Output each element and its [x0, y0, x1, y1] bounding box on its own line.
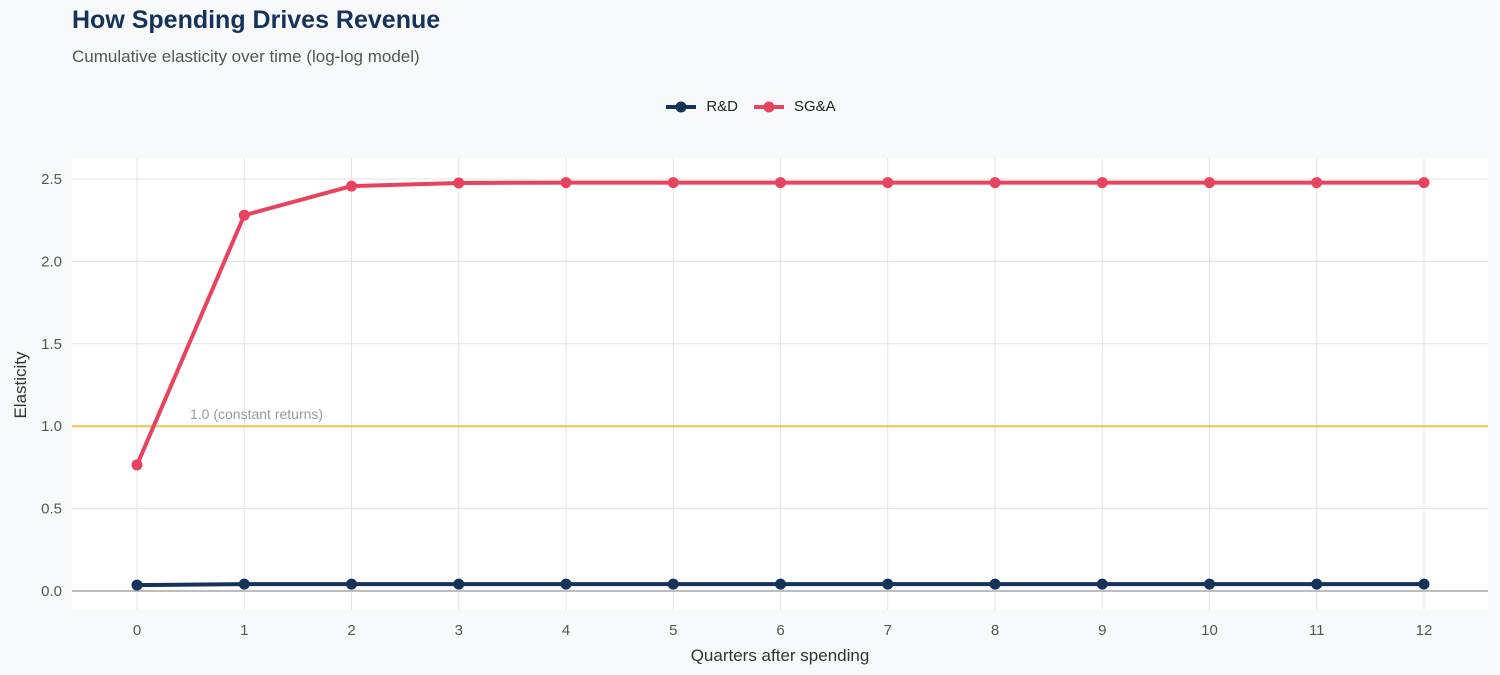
- data-point-rd: [882, 578, 894, 590]
- y-tick-label: 0.5: [41, 501, 62, 518]
- legend-label: R&D: [706, 98, 738, 115]
- data-point-rd: [346, 578, 357, 590]
- y-tick-label: 0.0: [41, 583, 62, 600]
- data-point-rd: [1311, 578, 1323, 590]
- x-tick-label: 0: [133, 622, 141, 639]
- legend: R&D SG&A: [0, 98, 1500, 115]
- data-point-sga: [989, 177, 1001, 189]
- reference-line-label: 1.0 (constant returns): [190, 406, 323, 422]
- data-point-rd: [775, 578, 786, 590]
- data-point-rd: [1096, 578, 1108, 590]
- y-tick-label: 2.5: [41, 171, 62, 188]
- x-tick-label: 7: [884, 622, 892, 639]
- legend-item-rd: R&D: [664, 98, 738, 115]
- x-tick-label: 8: [991, 622, 999, 639]
- x-tick-label: 10: [1201, 622, 1218, 639]
- data-point-rd: [1204, 578, 1215, 590]
- x-tick-label: 12: [1416, 622, 1433, 639]
- data-point-rd: [238, 578, 250, 590]
- data-point-rd: [667, 578, 679, 590]
- data-point-sga: [238, 209, 250, 221]
- data-point-sga: [882, 177, 894, 189]
- legend-key-icon: [753, 101, 784, 112]
- data-point-sga: [131, 459, 143, 471]
- data-point-sga: [1311, 177, 1323, 189]
- data-point-sga: [667, 177, 679, 189]
- data-point-rd: [1418, 578, 1430, 590]
- data-point-sga: [453, 177, 465, 189]
- data-point-rd: [131, 579, 143, 591]
- legend-key-icon: [666, 101, 697, 112]
- y-tick-label: 2.0: [41, 253, 62, 270]
- data-point-sga: [1096, 177, 1108, 189]
- data-point-sga: [560, 177, 572, 189]
- y-axis-title: Elasticity: [11, 351, 30, 419]
- x-tick-label: 4: [562, 622, 570, 639]
- y-tick-label: 1.0: [41, 418, 62, 435]
- x-tick-label: 11: [1309, 622, 1325, 639]
- x-tick-label: 1: [240, 622, 248, 639]
- x-tick-label: 3: [455, 622, 463, 639]
- data-point-sga: [775, 177, 786, 189]
- legend-item-sga: SG&A: [752, 98, 836, 115]
- x-axis-title: Quarters after spending: [691, 646, 870, 665]
- x-tick-label: 2: [347, 622, 355, 639]
- chart-title: How Spending Drives Revenue: [72, 6, 441, 34]
- data-point-sga: [1204, 177, 1215, 189]
- data-point-rd: [989, 578, 1001, 590]
- x-tick-label: 9: [1098, 622, 1106, 639]
- x-tick-label: 6: [776, 622, 784, 639]
- y-tick-label: 1.5: [41, 336, 62, 353]
- data-point-sga: [1418, 177, 1430, 189]
- chart-subtitle: Cumulative elasticity over time (log-log…: [72, 47, 420, 66]
- data-point-rd: [560, 578, 572, 590]
- data-point-rd: [453, 578, 465, 590]
- data-point-sga: [346, 180, 357, 192]
- legend-label: SG&A: [793, 98, 836, 115]
- x-tick-label: 5: [669, 622, 677, 639]
